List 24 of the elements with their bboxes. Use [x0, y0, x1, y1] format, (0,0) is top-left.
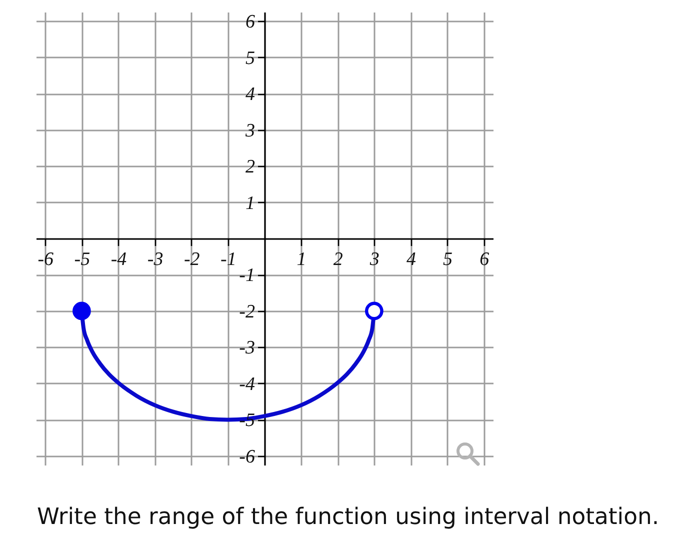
y-tick-label: -1: [239, 265, 255, 286]
x-tick-label: 1: [296, 249, 306, 270]
x-tick-label: 2: [333, 249, 344, 270]
y-tick-label: 3: [244, 120, 255, 142]
x-tick-label: -5: [74, 249, 90, 270]
y-tick-label: 4: [246, 84, 256, 106]
y-tick-label: 6: [246, 12, 256, 33]
y-tick-label: -2: [239, 301, 256, 322]
x-tick-label: -1: [220, 249, 236, 270]
y-tick-label: -6: [239, 446, 256, 468]
x-tick-label: -2: [184, 249, 200, 270]
y-tick-label: 5: [246, 48, 255, 69]
y-tick-label: 1: [246, 192, 255, 214]
x-tick-label: -6: [38, 249, 54, 270]
x-tick-label: 6: [480, 249, 490, 270]
x-tick-label: -3: [147, 249, 164, 270]
y-tick-label: -4: [239, 374, 256, 395]
x-tick-label: 5: [443, 249, 453, 270]
x-tick-label: 3: [368, 249, 380, 270]
y-tick-label: 2: [246, 156, 256, 178]
text: Write the range of the function using interval notation.: [37, 504, 660, 530]
y-tick-label: -3: [239, 338, 255, 359]
x-tick-label: -4: [110, 249, 128, 270]
x-tick-label: 4: [406, 249, 416, 270]
